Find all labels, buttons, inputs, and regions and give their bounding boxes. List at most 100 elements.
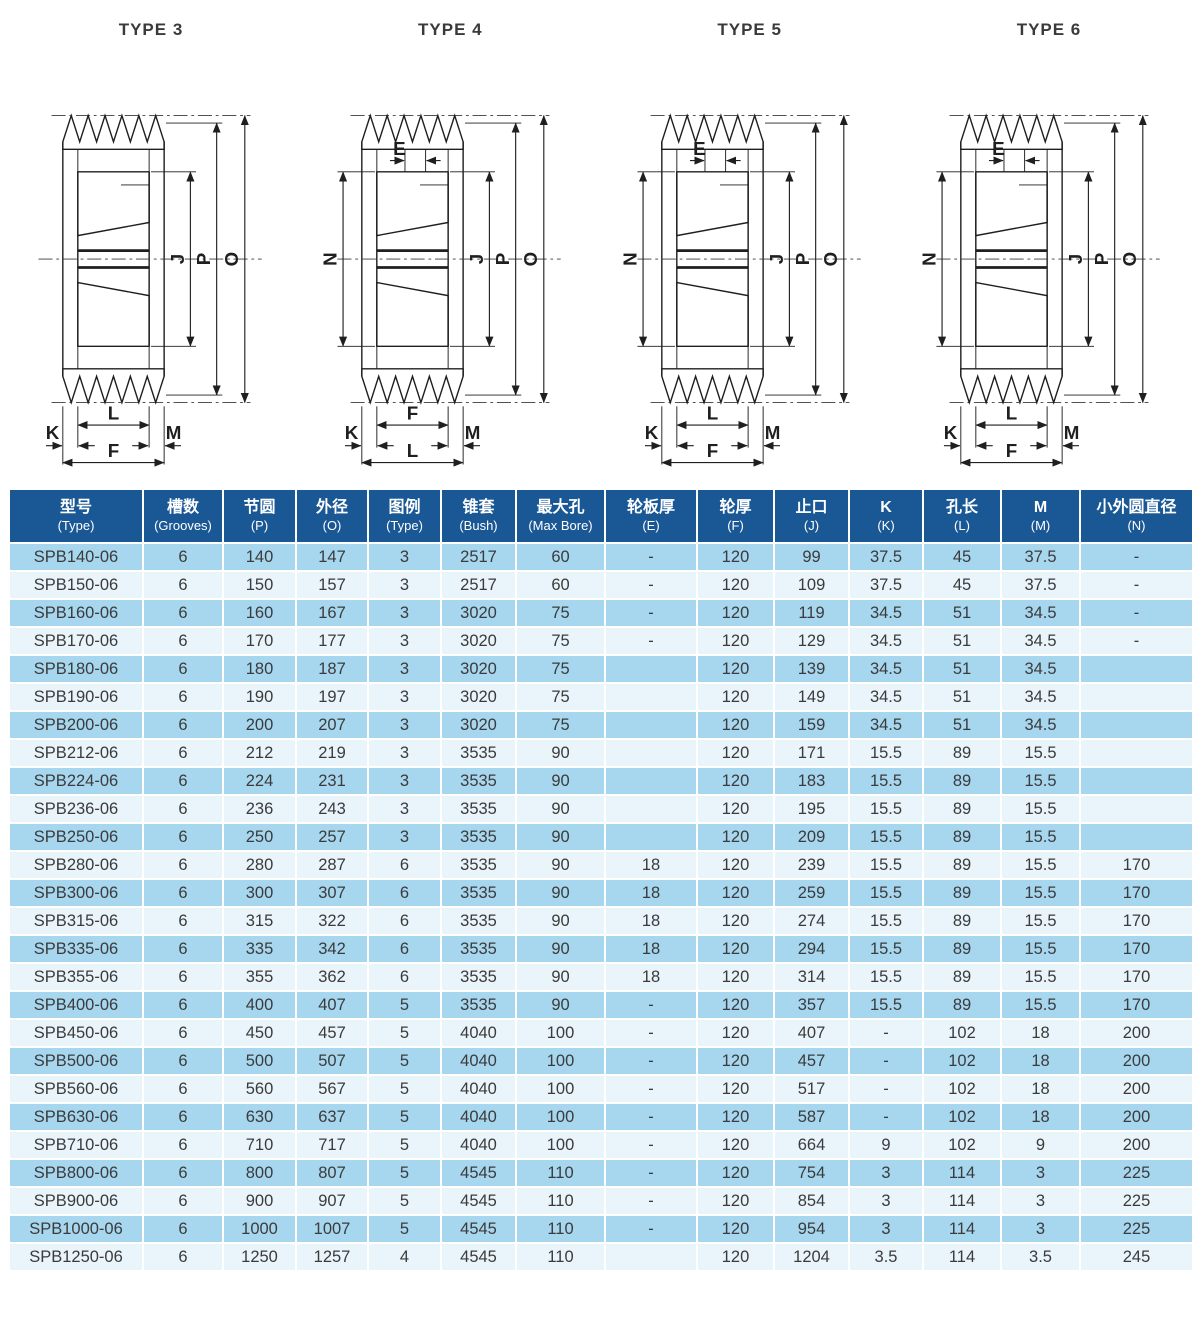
cell: 120: [696, 682, 775, 712]
cell: 4545: [440, 1186, 517, 1216]
cell: 3: [1000, 1214, 1081, 1244]
cell: 157: [295, 570, 369, 600]
svg-text:L: L: [108, 402, 119, 423]
cell: 5: [367, 1046, 442, 1076]
table-row: SPB300-06 6 300 307 6 3535 90 18 120 259 15.5 89 15.…: [8, 878, 1194, 908]
cell: 75: [515, 598, 606, 628]
svg-text:N: N: [918, 252, 939, 266]
cell: 15.5: [1000, 738, 1081, 768]
cell: 170: [222, 626, 297, 656]
cell: 3535: [440, 962, 517, 992]
cell: -: [604, 1158, 698, 1188]
cell: 120: [696, 766, 775, 796]
svg-text:M: M: [465, 422, 481, 443]
cell: 34.5: [1000, 710, 1081, 740]
svg-text:K: K: [345, 422, 359, 443]
cell: 120: [696, 962, 775, 992]
cell: SPB500-06: [8, 1046, 144, 1076]
cell: 3: [367, 710, 442, 740]
column-header-sublabel: (Bush): [459, 517, 498, 533]
cell: [604, 682, 698, 712]
cell: 139: [773, 654, 850, 684]
cell: 3: [367, 766, 442, 796]
table-row: SPB280-06 6 280 287 6 3535 90 18 120 239 15.5 89 15.…: [8, 850, 1194, 880]
table-row: SPB190-06 6 190 197 3 3020 75 120 149 34.5 51 34.5: [8, 682, 1194, 712]
cell: -: [604, 1102, 698, 1132]
cell: 89: [922, 906, 1002, 936]
cell: 212: [222, 738, 297, 768]
svg-text:K: K: [944, 422, 958, 443]
table-row: SPB140-06 6 140 147 3 2517 60-120 99 37.5 45 37.5-: [8, 542, 1194, 572]
table-row: SPB1250-06 6 1250 1257 4 4545 110 120 1204 3.5 114…: [8, 1242, 1194, 1272]
cell: [604, 654, 698, 684]
column-header-label: 最大孔: [536, 498, 585, 516]
cell: 120: [696, 598, 775, 628]
cell: 3535: [440, 794, 517, 824]
cell: 15.5: [848, 766, 924, 796]
cell: 18: [1000, 1074, 1081, 1104]
cell: 3020: [440, 654, 517, 684]
cell: 15.5: [1000, 850, 1081, 880]
cell: -: [604, 1046, 698, 1076]
spec-table: 型号 (Type) 槽数 (Grooves) 节圆 (P) 外径 (O) 图例 (Type) 锥套(…: [8, 488, 1194, 1272]
cell: 90: [515, 850, 606, 880]
svg-text:J: J: [1065, 254, 1086, 264]
cell: 3020: [440, 682, 517, 712]
cell: 6: [142, 654, 224, 684]
cell: 190: [222, 682, 297, 712]
cell: 315: [222, 906, 297, 936]
cell: 3535: [440, 766, 517, 796]
column-header: 最大孔 (Max Bore): [515, 488, 606, 544]
cell: 6: [367, 850, 442, 880]
cell: 15.5: [1000, 962, 1081, 992]
cell: 34.5: [848, 710, 924, 740]
cell: 6: [142, 990, 224, 1020]
cell: 4040: [440, 1074, 517, 1104]
table-row: SPB224-06 6 224 231 3 3535 90 120 183 15.5 89 15.5: [8, 766, 1194, 796]
svg-text:K: K: [46, 422, 60, 443]
svg-text:P: P: [492, 253, 513, 266]
cell: 3535: [440, 738, 517, 768]
cell: -: [848, 1018, 924, 1048]
cell: 3: [367, 542, 442, 572]
cell: 807: [295, 1158, 369, 1188]
cell: 102: [922, 1018, 1002, 1048]
cell: 34.5: [848, 626, 924, 656]
svg-text:L: L: [1006, 402, 1017, 423]
svg-text:P: P: [792, 253, 813, 266]
svg-text:F: F: [706, 440, 717, 461]
cell: 6: [142, 738, 224, 768]
cell: 567: [295, 1074, 369, 1104]
table-row: SPB212-06 6 212 219 3 3535 90 120 171 15.5 89 15.5: [8, 738, 1194, 768]
cell: [604, 794, 698, 824]
svg-text:E: E: [693, 138, 706, 159]
cell: 183: [773, 766, 850, 796]
cell: 197: [295, 682, 369, 712]
cell: SPB236-06: [8, 794, 144, 824]
cell: 6: [142, 934, 224, 964]
cell: [1079, 766, 1194, 796]
table-row: SPB630-06 6 630 637 5 4040 100-120 587-102 18 200: [8, 1102, 1194, 1132]
cell: 3535: [440, 822, 517, 852]
cell: 171: [773, 738, 850, 768]
cell: SPB300-06: [8, 878, 144, 908]
cell: 3535: [440, 850, 517, 880]
cell: 954: [773, 1214, 850, 1244]
svg-text:F: F: [1006, 440, 1017, 461]
cell: SPB630-06: [8, 1102, 144, 1132]
cell: 4040: [440, 1018, 517, 1048]
cell: 18: [604, 878, 698, 908]
cell: SPB710-06: [8, 1130, 144, 1160]
cell: 5: [367, 1130, 442, 1160]
cell: 100: [515, 1130, 606, 1160]
cell: 5: [367, 1158, 442, 1188]
cell: 6: [367, 906, 442, 936]
cell: SPB140-06: [8, 542, 144, 572]
cell: 15.5: [1000, 766, 1081, 796]
column-header-sublabel: (Grooves): [154, 517, 212, 533]
cell: 362: [295, 962, 369, 992]
cell: 250: [222, 822, 297, 852]
cell: 120: [696, 906, 775, 936]
table-row: SPB710-06 6 710 717 5 4040 100-120 664 9 102 9 200: [8, 1130, 1194, 1160]
cell: 15.5: [848, 794, 924, 824]
